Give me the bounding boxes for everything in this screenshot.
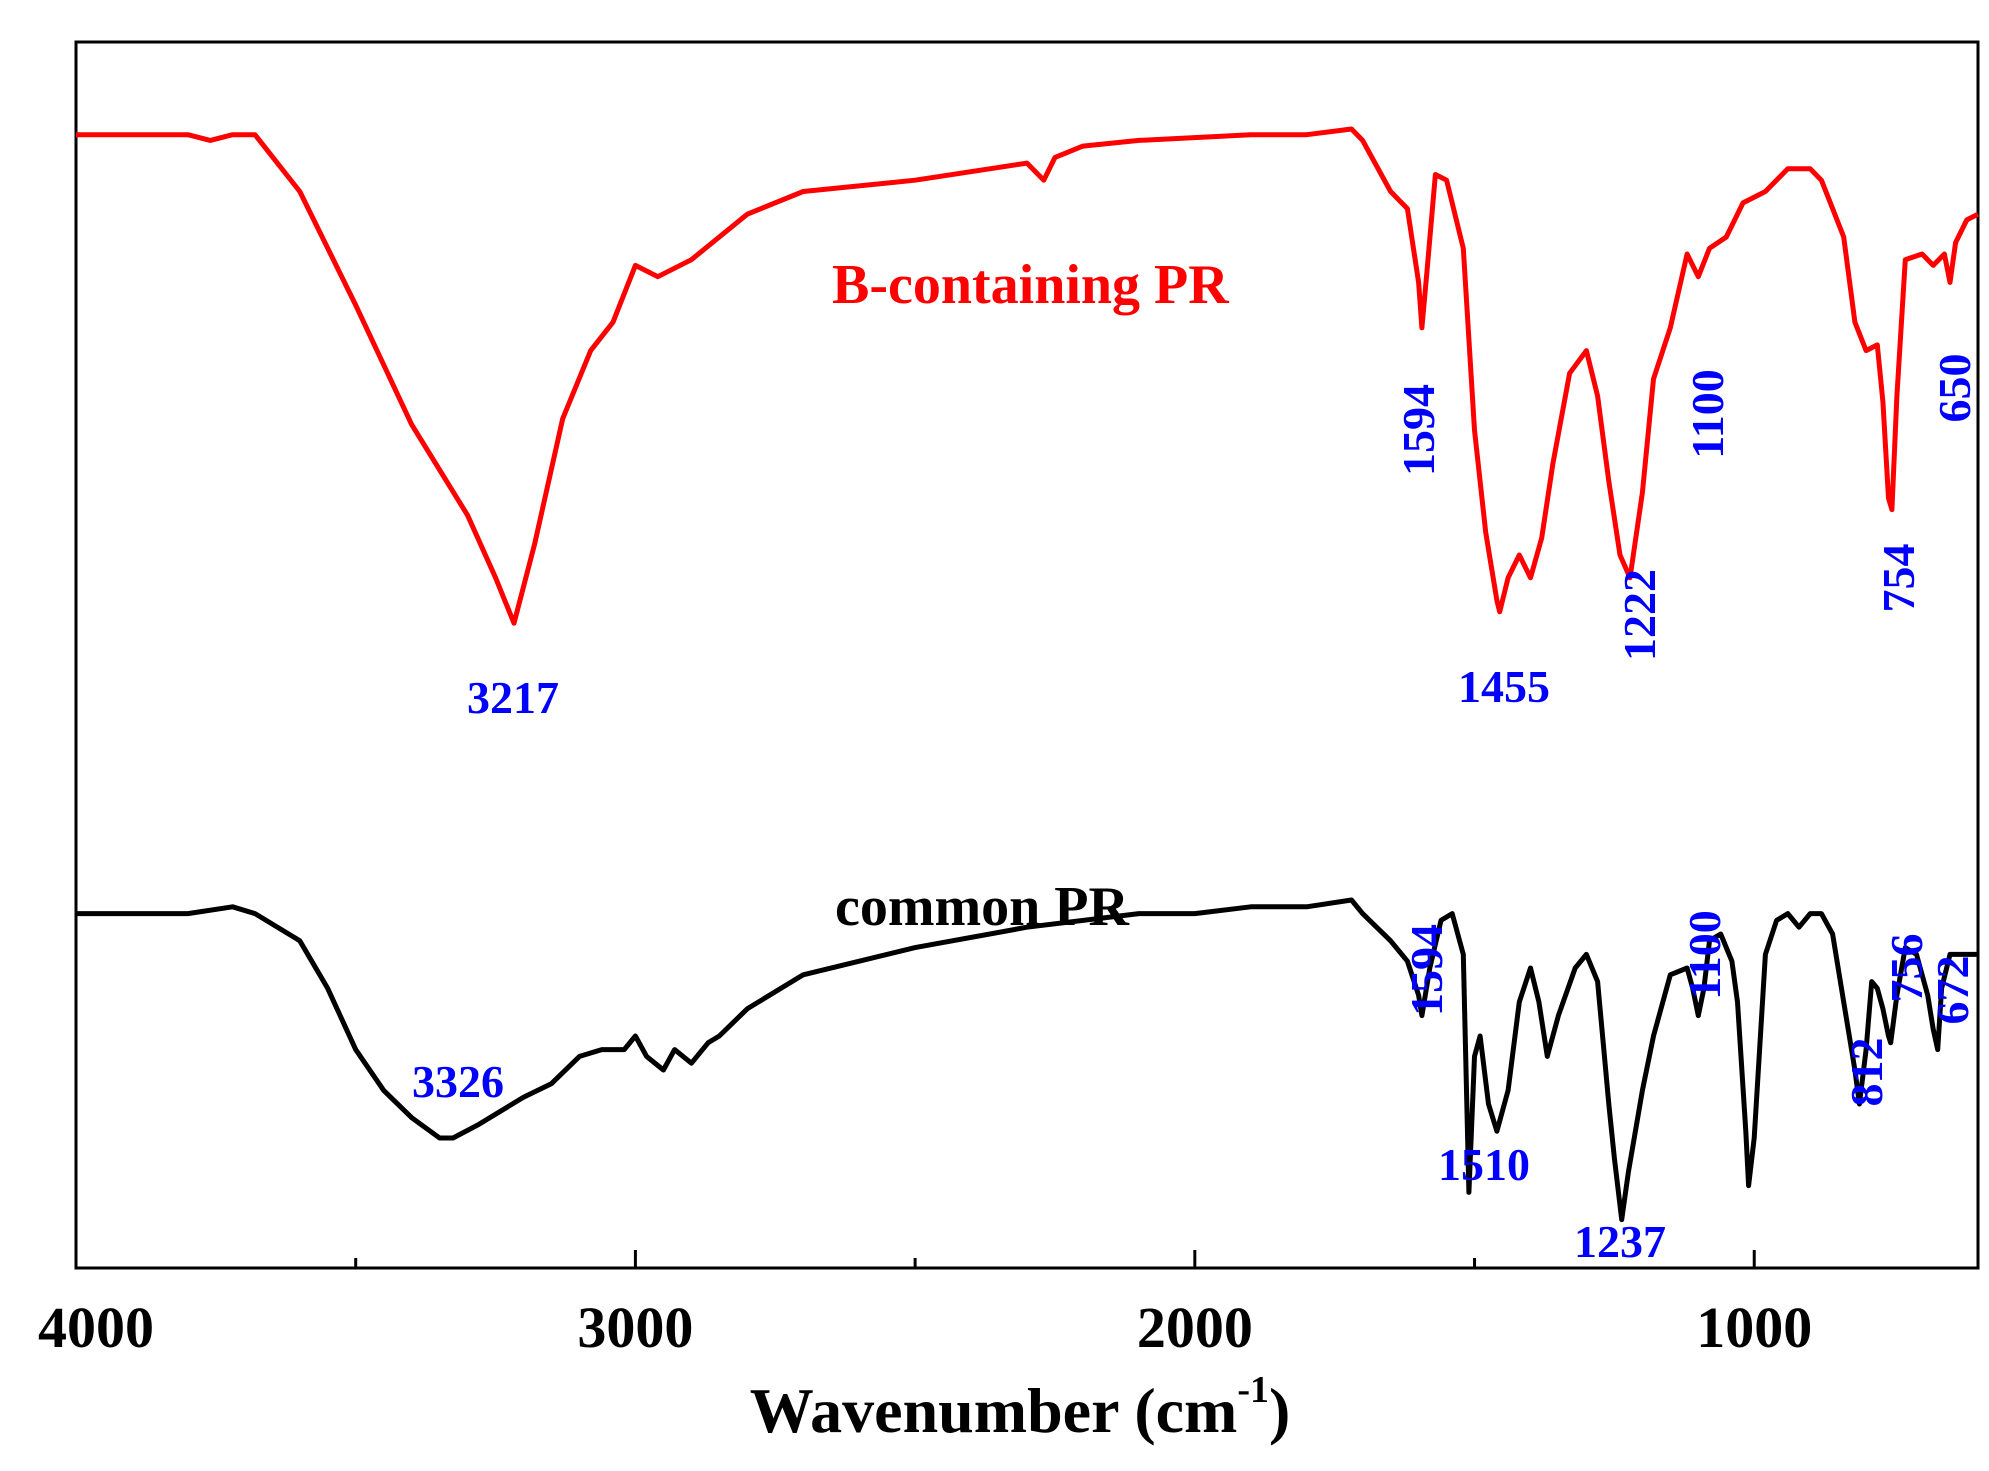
x-axis-title: Wavenumber (cm-1) bbox=[750, 1369, 1291, 1446]
x-tick-label-3000: 3000 bbox=[577, 1295, 693, 1360]
plot-frame bbox=[74, 40, 1980, 1270]
x-tick-label-4000: 4000 bbox=[38, 1295, 154, 1360]
peak-label-c-1100: 1100 bbox=[1679, 910, 1730, 999]
x-tick-label-2000: 2000 bbox=[1137, 1295, 1253, 1360]
peak-label-b-1222: 1222 bbox=[1614, 569, 1665, 661]
series-line-common bbox=[76, 897, 1978, 1223]
peak-label-c-812: 812 bbox=[1841, 1038, 1892, 1107]
x-axis-title-main: Wavenumber (cm bbox=[750, 1375, 1238, 1446]
x-axis-title-superscript: -1 bbox=[1237, 1369, 1269, 1411]
peak-label-b-1455: 1455 bbox=[1458, 661, 1550, 712]
peak-label-c-3326: 3326 bbox=[412, 1056, 504, 1107]
peak-label-b-1100: 1100 bbox=[1682, 369, 1733, 458]
x-tick-label-1000: 1000 bbox=[1696, 1295, 1812, 1360]
series-label-common: common PR bbox=[835, 876, 1130, 938]
peak-label-b-650: 650 bbox=[1929, 354, 1980, 423]
peak-label-b-3217: 3217 bbox=[467, 672, 559, 723]
series-line-b-containing bbox=[76, 126, 1980, 626]
peak-label-b-1594: 1594 bbox=[1393, 384, 1444, 476]
peak-label-c-1510: 1510 bbox=[1438, 1139, 1530, 1190]
peak-label-c-1237: 1237 bbox=[1574, 1216, 1666, 1267]
peak-label-c-756: 756 bbox=[1881, 934, 1932, 1003]
x-axis-title-close: ) bbox=[1269, 1375, 1290, 1446]
peak-label-c-672: 672 bbox=[1927, 956, 1978, 1025]
series-label-b-containing: B-containing PR bbox=[832, 254, 1229, 316]
peak-label-c-1594: 1594 bbox=[1401, 924, 1452, 1016]
peak-label-b-754: 754 bbox=[1873, 544, 1924, 613]
